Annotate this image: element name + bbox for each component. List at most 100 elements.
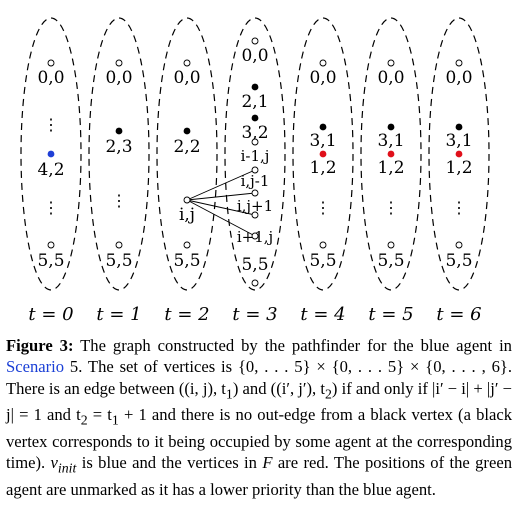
- caption-text: is blue and the vertices in: [76, 453, 263, 473]
- caption-text: are red. The positions of the green agen…: [6, 453, 512, 499]
- vertex-empty: [455, 241, 463, 249]
- vertex-empty: [387, 241, 395, 249]
- column-ellipse-0: [20, 17, 82, 291]
- vertex-empty: [183, 59, 191, 67]
- vertex-empty: [183, 241, 191, 249]
- time-label: t = 4: [300, 304, 345, 325]
- vertex-black: [251, 114, 259, 122]
- time-label: t = 3: [232, 304, 277, 325]
- vertex-empty: [319, 59, 327, 67]
- subscript: 2: [324, 385, 332, 401]
- vertex-empty: [183, 196, 191, 204]
- edge: [186, 199, 256, 237]
- vertex-label: 0,0: [173, 68, 200, 88]
- vertex-black: [251, 83, 259, 91]
- column-ellipse-6: [428, 17, 490, 291]
- vertex-red: [455, 150, 463, 158]
- time-label: t = 2: [164, 304, 209, 325]
- vertex-empty: [387, 59, 395, 67]
- caption-label: Figure 3:: [6, 336, 74, 355]
- vertex-empty: [115, 241, 123, 249]
- graph-figure: 0,0 ⋮ 4,2 ⋮ 5,5 0,0 2,3 ⋮ 5,5 0,0 2,2 i,…: [20, 17, 490, 325]
- vdots: ⋮: [111, 191, 127, 210]
- vertex-label: 2,3: [105, 137, 132, 157]
- edge: [186, 192, 256, 201]
- time-label: t = 5: [368, 304, 413, 325]
- time-label: t = 0: [28, 304, 73, 325]
- vdots: ⋮: [43, 115, 59, 134]
- vertex-label: 0,0: [37, 68, 64, 88]
- column-ellipse-3: [224, 17, 286, 291]
- caption-text: The graph constructed by the pathfinder …: [73, 336, 512, 355]
- subscript: 2: [80, 412, 88, 428]
- caption-text: = t: [87, 405, 112, 425]
- vertex-label: 3,1: [377, 131, 404, 151]
- caption-text: + 1 and there is no out-edge from a blac…: [6, 405, 513, 473]
- vertex-label: 2,2: [173, 137, 200, 157]
- edge: [186, 199, 256, 216]
- vertex-label: 3,1: [309, 131, 336, 151]
- vertex-empty: [319, 241, 327, 249]
- vertex-label: 3,1: [445, 131, 472, 151]
- column-ellipse-1: [88, 17, 150, 291]
- subscript: 1: [225, 385, 233, 401]
- vertex-label: 0,0: [309, 68, 336, 88]
- vertex-label: 0,0: [105, 68, 132, 88]
- vinit-symbol: v: [50, 453, 58, 473]
- vertex-empty: [47, 59, 55, 67]
- vertex-label: 2,1: [241, 92, 268, 112]
- vertex-black: [115, 127, 123, 135]
- vertex-empty: [251, 138, 259, 146]
- vertex-black: [319, 123, 327, 131]
- vertex-label: i,j: [179, 205, 195, 225]
- vdots: ⋮: [451, 198, 467, 217]
- vertex-label: 5,5: [445, 251, 472, 271]
- vertex-label: i,j-1: [241, 172, 270, 190]
- caption-text: ) and ((i′, j′), t: [232, 378, 325, 398]
- vertex-empty: [47, 241, 55, 249]
- vertex-label: i-1,j: [241, 147, 270, 165]
- graph-svg: 0,0 ⋮ 4,2 ⋮ 5,5 0,0 2,3 ⋮ 5,5 0,0 2,2 i,…: [20, 17, 490, 325]
- vertex-label: 5,5: [105, 251, 132, 271]
- vertex-empty: [251, 37, 259, 45]
- vertex-empty: [251, 166, 259, 174]
- vertex-label: 1,2: [445, 158, 472, 178]
- column-ellipse-4: [292, 17, 354, 291]
- subscript: 1: [111, 412, 119, 428]
- vdots: ⋮: [43, 198, 59, 217]
- vertex-label: 1,2: [377, 158, 404, 178]
- vertex-label: 0,0: [377, 68, 404, 88]
- column-ellipse-2: [156, 17, 218, 291]
- caption-text: ) if and only if |i′ − i| + |j′ − j| = 1…: [6, 378, 512, 425]
- vertex-label: 5,5: [309, 251, 336, 271]
- time-label: t = 1: [96, 304, 141, 325]
- vertex-empty: [251, 232, 259, 240]
- vertex-empty: [455, 59, 463, 67]
- figure-caption: Figure 3: The graph constructed by the p…: [6, 335, 512, 500]
- vinit-subscript: init: [57, 460, 77, 476]
- vertex-red: [387, 150, 395, 158]
- vertex-label: 0,0: [241, 46, 268, 66]
- vertex-label: 5,5: [173, 251, 200, 271]
- vertex-empty: [251, 189, 259, 197]
- vertex-empty: [115, 59, 123, 67]
- vertex-label: 0,0: [445, 68, 472, 88]
- column-ellipse-5: [360, 17, 422, 291]
- vertex-label: 1,2: [309, 158, 336, 178]
- vertex-label: 5,5: [377, 251, 404, 271]
- edge: [186, 169, 256, 201]
- vertex-label: 5,5: [241, 255, 268, 275]
- vertex-black: [455, 123, 463, 131]
- edge-group: [186, 169, 256, 237]
- vertex-empty: [251, 279, 259, 287]
- vdots: ⋮: [315, 198, 331, 217]
- set-F-symbol: F: [262, 453, 273, 473]
- vertex-label: 4,2: [37, 160, 64, 180]
- scenario-link[interactable]: Scenario: [6, 357, 65, 377]
- vertex-empty: [251, 211, 259, 219]
- caption-text: 5. The set of vertices is {0, . . . 5} ×…: [6, 357, 512, 398]
- vertex-label: 5,5: [37, 251, 64, 271]
- vertex-label: i,j+1: [237, 197, 273, 215]
- vertex-black: [183, 127, 191, 135]
- vertex-black: [387, 123, 395, 131]
